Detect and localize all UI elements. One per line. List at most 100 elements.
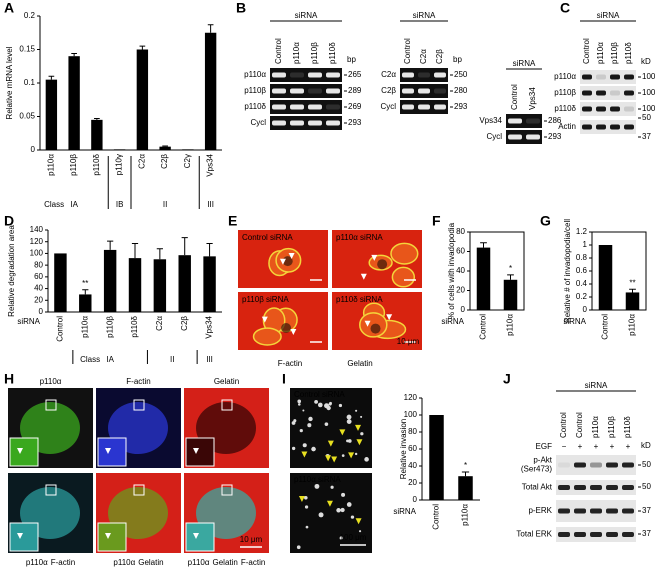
y-tick-label: 1.2: [576, 227, 588, 236]
x-tick-label: p110δ: [130, 315, 139, 337]
lane-label: p110β: [610, 42, 619, 64]
y-tick-label: 100: [30, 249, 44, 258]
x-tick-label: p110δ: [92, 153, 101, 175]
y-tick-label: 0.6: [576, 266, 588, 275]
band: [308, 72, 322, 78]
panel-label: A: [4, 0, 14, 16]
cell: [341, 492, 346, 497]
treatment-sign: +: [626, 442, 631, 451]
y-tick-label: 120: [30, 237, 44, 246]
arrowhead: [17, 448, 23, 454]
treatment-sign: +: [578, 442, 583, 451]
lane-label: C2α: [419, 49, 428, 64]
cell: [291, 421, 296, 425]
arrowhead: [288, 252, 295, 259]
y-tick-label: 140: [30, 225, 44, 234]
lane-label: p110α: [596, 42, 605, 64]
row-label: p110β: [244, 86, 266, 95]
y-tick-label: 20: [456, 286, 465, 295]
gel-header: siRNA: [513, 59, 536, 68]
arrowhead: [327, 440, 334, 447]
error-bar: [207, 24, 214, 33]
cell: [338, 403, 343, 408]
band: [622, 462, 634, 468]
channel-label: p110α: [40, 377, 62, 386]
roi: [45, 399, 57, 411]
y-tick-label: 60: [34, 272, 43, 281]
x-axis-label: siRNA: [441, 317, 464, 326]
roi: [221, 399, 233, 411]
y-tick-label: 0.05: [19, 112, 35, 121]
cell: [318, 512, 324, 518]
channel-label: Gelatin: [214, 377, 239, 386]
panel-label: J: [503, 371, 511, 387]
arrowhead: [355, 424, 362, 431]
marker-label: 50: [642, 482, 651, 491]
panel-label: E: [228, 213, 237, 229]
error-bar: [139, 45, 146, 50]
band: [418, 88, 430, 94]
group-title: Class: [80, 355, 100, 364]
y-tick-label: 0: [461, 305, 466, 314]
marker-label: 100: [642, 104, 656, 113]
blot-strip: [400, 68, 448, 82]
cell: [252, 327, 282, 346]
cell: [390, 242, 419, 265]
band: [402, 88, 414, 94]
band: [418, 72, 430, 78]
x-tick-label: Control: [56, 316, 65, 342]
y-axis-label: Relative invasion: [399, 419, 408, 479]
blot-strip: [580, 102, 636, 116]
band: [508, 134, 522, 140]
blot-strip: [270, 84, 342, 98]
cell: [297, 399, 302, 404]
y-tick-label: 0.2: [576, 292, 588, 301]
band: [526, 134, 540, 140]
cell: [302, 443, 307, 448]
cell: [360, 432, 364, 436]
size-label: 293: [348, 118, 362, 127]
y-tick-label: 0.8: [576, 253, 588, 262]
band: [582, 90, 592, 96]
band: [308, 120, 322, 126]
bar: [153, 259, 167, 312]
band: [290, 104, 304, 110]
lane-label: p110δ: [328, 42, 337, 64]
marker-label: 100: [642, 72, 656, 81]
inset: [9, 522, 39, 552]
y-tick-label: 100: [404, 410, 418, 419]
y-axis-label: Relative degradation area: [7, 225, 16, 317]
group-title: Class: [44, 200, 64, 209]
x-tick-label: p110α: [46, 154, 55, 176]
blot-strip: [270, 100, 342, 114]
cell: [391, 266, 416, 288]
bar: [458, 476, 473, 500]
cell: [346, 502, 352, 507]
micrograph: [290, 388, 372, 468]
x-tick-label: Control: [479, 314, 488, 340]
group-label: IA: [70, 200, 78, 209]
bar: [113, 149, 126, 150]
row-label: Cycl: [486, 132, 502, 141]
tile-label: p110β siRNA: [242, 295, 289, 304]
error-bar: [206, 242, 213, 257]
arrowhead: [105, 533, 111, 539]
x-tick-label: Vps34: [205, 315, 214, 338]
band: [582, 106, 592, 112]
y-tick-label: 60: [408, 444, 417, 453]
y-tick-label: 40: [456, 266, 465, 275]
tile-label: Control siRNA: [242, 233, 293, 242]
roi: [133, 399, 145, 411]
treatment-sign: +: [610, 442, 615, 451]
significance-label: **: [629, 278, 635, 287]
cell: [330, 485, 334, 489]
tile-label: Control siRNA: [294, 390, 345, 399]
y-axis-label: % of cells with invadopodia: [447, 222, 456, 319]
cell: [354, 452, 358, 456]
bar: [68, 56, 80, 151]
merge-label: Gelatin: [138, 558, 163, 567]
arrowhead: [193, 448, 199, 454]
error-bar: [71, 53, 77, 57]
cell: [341, 454, 345, 457]
band: [308, 104, 322, 110]
